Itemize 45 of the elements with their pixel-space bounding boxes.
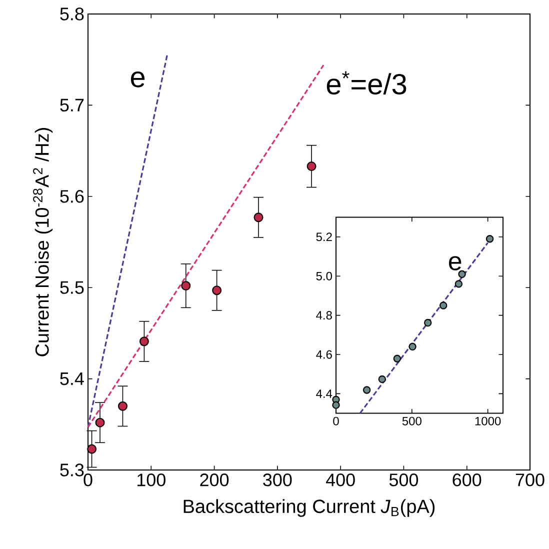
y-tick-label: 5.3 (60, 464, 84, 476)
point (362, 386, 371, 394)
point (439, 302, 448, 310)
point (212, 286, 222, 296)
y-tick-label: 5.2 (316, 232, 332, 242)
x-tick-label: 0 (84, 474, 92, 486)
point (87, 444, 97, 454)
point (458, 270, 466, 278)
x-tick-label: 500 (389, 474, 418, 486)
point (95, 418, 105, 428)
y-tick-label: 4.8 (316, 311, 332, 320)
y-tick-label: 5.4 (60, 372, 84, 386)
point (378, 375, 386, 384)
point (118, 401, 128, 411)
point (139, 336, 149, 346)
series-label: e (130, 71, 145, 88)
x-tick-label: 600 (452, 474, 482, 486)
x-tick-label: 100 (137, 474, 166, 486)
y-tick-label: 4.4 (316, 390, 332, 398)
point (393, 354, 402, 362)
point (424, 318, 432, 327)
x-tick-label: 500 (402, 416, 422, 426)
x-tick-label: 1000 (475, 416, 501, 426)
x-tick-label: 200 (200, 474, 229, 486)
x-axis-title: Backscattering Current J$_{B}$(pA) (184, 499, 435, 517)
point (332, 401, 340, 409)
point (486, 235, 494, 243)
point (408, 342, 416, 351)
y-tick-label: 5.8 (60, 8, 84, 20)
y-axis-title: Current Noise (10$^{-28}$A$^{2}$ /Hz) (33, 128, 53, 356)
x-tick-label: 400 (326, 474, 355, 486)
series-label: e$^{*}$=e/3 (326, 71, 406, 94)
y-tick-label: 5.6 (60, 190, 84, 203)
y-tick-label: 5.7 (60, 98, 84, 112)
y-tick-label: 5.0 (316, 272, 332, 280)
x-tick-label: 700 (516, 474, 544, 486)
y-tick-label: 5.5 (60, 281, 84, 294)
y-tick-label: 4.6 (316, 350, 332, 359)
x-tick-label: 0 (333, 416, 339, 426)
point (181, 281, 191, 291)
x-tick-label: 300 (263, 474, 292, 486)
point (306, 162, 316, 172)
series-label: e (448, 256, 462, 270)
point (454, 280, 463, 288)
point (254, 212, 264, 222)
